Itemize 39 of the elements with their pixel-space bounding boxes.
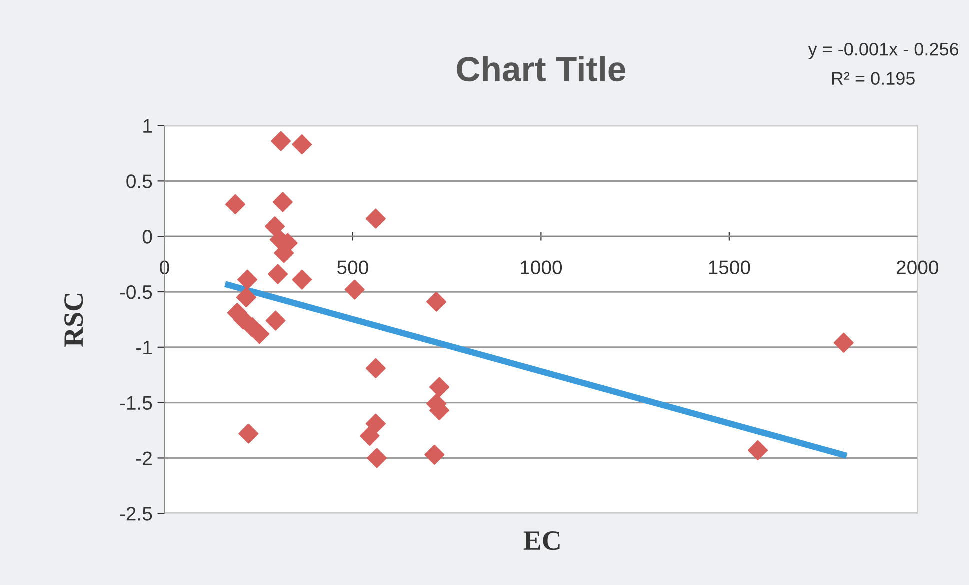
point — [265, 216, 286, 237]
y-tick-label: 0 — [142, 230, 152, 244]
point — [238, 270, 258, 290]
x-tick-label: 1500 — [709, 260, 750, 274]
point — [271, 131, 292, 152]
point — [344, 280, 365, 300]
point — [366, 208, 386, 229]
y-tick-label: -1.5 — [120, 396, 152, 410]
text: R² = 0.195 — [832, 72, 915, 86]
point — [748, 440, 768, 460]
x-tick-label: 1000 — [521, 260, 562, 274]
point — [834, 332, 854, 353]
y-tick-label: -2.5 — [120, 507, 152, 521]
x-tick-label: 2000 — [896, 260, 939, 274]
point — [268, 264, 288, 284]
y-tick-label: 1 — [144, 119, 152, 133]
point — [426, 292, 447, 312]
point — [292, 134, 312, 155]
y-axis-title: RSC — [64, 294, 84, 348]
y-tick-label: -2 — [136, 452, 152, 466]
point — [430, 377, 450, 398]
point — [360, 426, 380, 446]
point — [292, 270, 312, 290]
point — [266, 310, 286, 331]
point — [366, 358, 386, 378]
x-axis-title: EC — [524, 532, 560, 550]
text: y = -0.001x - 0.256 — [808, 42, 959, 60]
point — [367, 448, 388, 468]
point — [238, 424, 259, 444]
point — [236, 288, 256, 308]
point — [366, 414, 386, 434]
chart-title: Chart Title — [457, 56, 626, 82]
x-tick-label: 500 — [338, 260, 368, 274]
y-tick-label: -0.5 — [120, 285, 152, 300]
point — [272, 192, 293, 212]
y-tick-label: 0.5 — [126, 174, 152, 188]
point — [225, 194, 246, 214]
point — [424, 444, 445, 465]
y-tick-label: -1 — [136, 341, 152, 354]
